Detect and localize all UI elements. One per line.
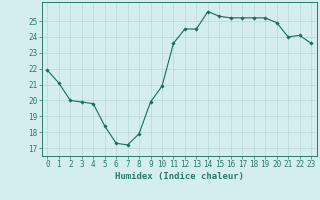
X-axis label: Humidex (Indice chaleur): Humidex (Indice chaleur): [115, 172, 244, 181]
